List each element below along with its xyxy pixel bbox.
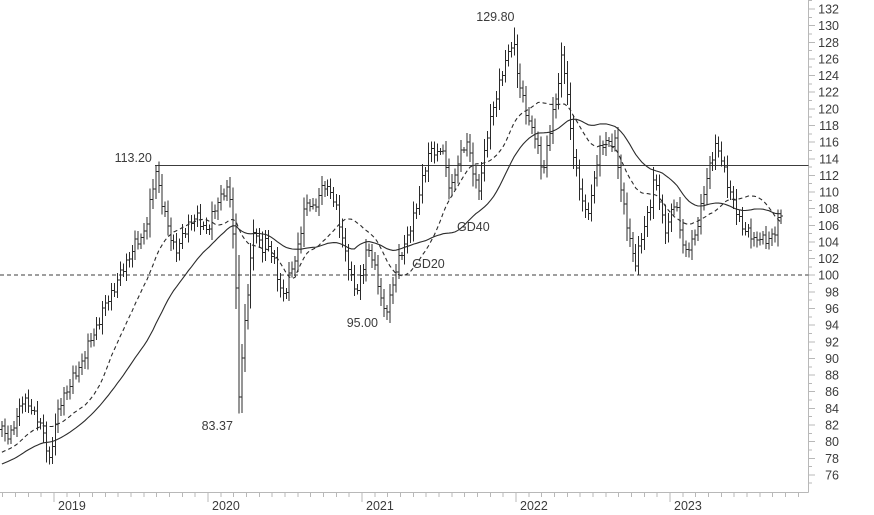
y-axis-label: 82: [825, 419, 839, 433]
y-axis-label: 118: [819, 119, 839, 133]
y-axis-label: 96: [825, 302, 839, 316]
y-axis-label: 104: [818, 236, 839, 250]
y-axis-label: 126: [818, 52, 839, 66]
y-axis-label: 102: [818, 252, 839, 266]
y-axis-label: 130: [818, 19, 839, 33]
x-tick-labels: 2019 2020 2021 2022 2023: [58, 499, 702, 513]
x-ticks: [2, 492, 799, 502]
annotation-gd40: GD40: [457, 220, 490, 234]
y-axis-label: 128: [818, 36, 839, 50]
y-axis-label: 110: [819, 186, 839, 200]
y-axis-label: 114: [819, 152, 839, 166]
y-axis-label: 100: [818, 269, 839, 283]
annotation-129-80: 129.80: [476, 10, 514, 24]
y-axis-label: 92: [825, 335, 839, 349]
y-axis-label: 108: [818, 202, 839, 216]
y-axis-label: 94: [825, 319, 839, 333]
annotation-113-20: 113.20: [115, 151, 152, 165]
annotation-gd20: GD20: [412, 257, 445, 271]
gd40-line: [1, 118, 781, 465]
y-axis-label: 116: [819, 136, 839, 150]
annotation-95-00: 95.00: [347, 316, 378, 330]
x-axis-year-label: 2022: [520, 499, 548, 513]
y-axis-label: 120: [818, 102, 839, 116]
y-axis-label: 88: [825, 369, 839, 383]
x-axis-year-label: 2023: [674, 499, 702, 513]
y-axis-label: 124: [818, 69, 839, 83]
y-tick-labels: 76 78 80 82 84 86 88 90 92 94 96 98 100 102 104 106 108 1…: [818, 3, 839, 483]
y-axis-label: 84: [825, 402, 839, 416]
y-axis-label: 76: [825, 468, 839, 482]
x-axis-year-label: 2020: [212, 499, 240, 513]
y-axis-label: 80: [825, 435, 839, 449]
y-axis-label: 132: [818, 3, 839, 17]
y-ticks: [808, 0, 815, 484]
price-bars: [0, 27, 783, 465]
y-axis-label: 90: [825, 352, 839, 366]
x-axis-year-label: 2019: [58, 499, 86, 513]
x-axis-year-label: 2021: [366, 499, 394, 513]
y-axis-label: 78: [825, 452, 839, 466]
axes: [0, 0, 809, 493]
y-axis-label: 122: [818, 86, 839, 100]
y-axis-label: 112: [819, 169, 839, 183]
y-axis-label: 98: [825, 285, 839, 299]
annotation-83-37: 83.37: [202, 419, 233, 433]
gd20-line: [1, 101, 782, 453]
annotations: 129.80 113.20 95.00 83.37 GD40 GD20: [115, 10, 515, 433]
y-axis-label: 86: [825, 385, 839, 399]
y-axis-label: 106: [818, 219, 839, 233]
